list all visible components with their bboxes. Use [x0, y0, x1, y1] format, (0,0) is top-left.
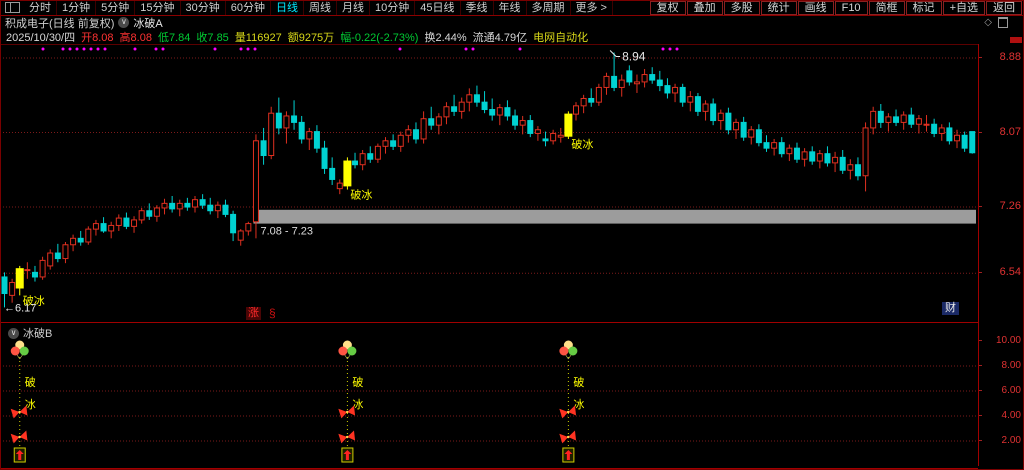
window-split-icon[interactable]	[5, 2, 20, 13]
toolbar-button-3[interactable]: 统计	[760, 0, 797, 15]
menu-item-5[interactable]: 60分钟	[226, 0, 271, 15]
toolbar-button-6[interactable]: 简框	[868, 0, 905, 15]
rise-badge[interactable]: 涨	[246, 307, 261, 320]
chevron-down-icon[interactable]: ∨	[118, 17, 130, 28]
svg-text:←6.17: ←6.17	[4, 302, 36, 314]
svg-text:破冰: 破冰	[350, 188, 372, 202]
menu-item-7[interactable]: 周线	[304, 0, 337, 15]
price-axis-label: 8.88	[999, 51, 1021, 63]
quote-bar: 2025/10/30/四 开8.08 高8.08 低7.84 收7.85 量116927 额…	[0, 30, 978, 44]
menu-item-11[interactable]: 季线	[461, 0, 494, 15]
price-axis: 8.88 8.07 7.26 6.54 10.00 8.00 6.00 4.00 2.00	[978, 44, 1024, 466]
butterfly-icon	[10, 405, 28, 419]
toolbar-button-2[interactable]: 多股	[723, 0, 760, 15]
menu-item-0[interactable]: 分时	[24, 0, 57, 15]
toolbar-button-4[interactable]: 画线	[797, 0, 834, 15]
quote-field-5: 量116927	[234, 32, 282, 44]
indicator-axis-label: 8.00	[1001, 360, 1021, 371]
price-axis-label: 7.26	[999, 200, 1021, 213]
diamond-icon[interactable]: ◇	[984, 17, 992, 28]
menu-item-13[interactable]: 多周期	[527, 0, 571, 15]
balloons-icon	[10, 340, 29, 360]
menu-item-3[interactable]: 15分钟	[135, 0, 181, 15]
balloons-icon	[338, 340, 357, 360]
up-arrow-box-icon	[341, 447, 354, 463]
indicator-axis-label: 2.00	[1001, 435, 1021, 446]
top-menu-bar: 分时 1分钟 5分钟 15分钟 30分钟 60分钟 日线 周线 月线 10分钟 45日线 季线 年线 多周…	[0, 0, 1024, 16]
menu-item-12[interactable]: 年线	[494, 0, 527, 15]
toolbar-button-1[interactable]: 叠加	[686, 0, 723, 15]
svg-text:破: 破	[25, 375, 36, 389]
menu-item-4[interactable]: 30分钟	[181, 0, 226, 15]
toolbar-button-0[interactable]: 复权	[649, 0, 686, 15]
svg-text:冰: 冰	[25, 398, 36, 411]
butterfly-icon	[338, 405, 356, 419]
menu-item-9[interactable]: 10分钟	[370, 0, 416, 15]
up-arrow-box-icon	[562, 447, 575, 463]
up-arrow-box-icon	[13, 447, 26, 463]
balloons-icon	[559, 340, 578, 360]
quote-field-6: 额9275万	[287, 32, 335, 44]
menu-item-6[interactable]: 日线	[271, 0, 304, 15]
butterfly-icon	[559, 405, 577, 419]
toolbar-button-5[interactable]: F10	[834, 0, 868, 15]
svg-text:8.94: 8.94	[622, 49, 646, 63]
chevron-down-icon[interactable]: ∨	[8, 327, 19, 339]
indicator-name[interactable]: 冰破B	[23, 328, 53, 340]
quote-field-2: 高8.08	[119, 32, 152, 44]
svg-text:破冰: 破冰	[23, 293, 45, 307]
period-menu: 分时 1分钟 5分钟 15分钟 30分钟 60分钟 日线 周线 月线 10分钟 45日线 季线 年线 多周…	[24, 0, 613, 15]
toolbar-button-8[interactable]: +自选	[942, 0, 985, 15]
butterfly-icon	[338, 430, 356, 444]
quote-field-7: 幅-0.22(-2.73%)	[340, 32, 419, 44]
price-axis-label: 6.54	[999, 266, 1021, 279]
title-bar: 积成电子(日线 前复权) ∨ 冰破A ◇	[0, 15, 1008, 30]
price-axis-label: 8.07	[999, 125, 1021, 138]
menu-item-14[interactable]: 更多 >	[571, 0, 613, 15]
svg-text:冰: 冰	[352, 398, 363, 411]
quote-field-0: 2025/10/30/四	[6, 32, 76, 44]
quote-field-9: 流通4.79亿	[472, 32, 528, 44]
indicator-header: ∨ 冰破B	[4, 325, 52, 341]
svg-text:破: 破	[573, 375, 584, 389]
toolbar-button-7[interactable]: 标记	[905, 0, 942, 15]
main-indicator-name[interactable]: 冰破A	[133, 17, 163, 30]
indicator-axis-label: 10.00	[995, 335, 1021, 346]
scrollbar-thumb[interactable]	[1010, 37, 1022, 43]
window-restore-icon[interactable]	[998, 17, 1008, 28]
indicator-axis-label: 6.00	[1001, 385, 1021, 396]
toolbar-button-9[interactable]: 返回	[986, 0, 1022, 15]
section-mark[interactable]: §	[269, 306, 276, 320]
indicator-panel[interactable]: ∨ 冰破B 破冰破冰破冰	[0, 322, 978, 469]
quote-field-10: 电网自动化	[533, 32, 589, 44]
menu-item-2[interactable]: 5分钟	[96, 0, 136, 15]
menu-item-1[interactable]: 1分钟	[57, 0, 97, 15]
butterfly-icon	[10, 430, 28, 444]
toolbar-buttons: 复权 叠加 多股 统计 画线 F10 简框 标记 +自选 返回	[649, 0, 1022, 15]
indicator-axis-label: 4.00	[1001, 410, 1021, 421]
svg-text:冰: 冰	[573, 398, 584, 411]
quote-field-1: 开8.08	[81, 32, 114, 44]
svg-text:破冰: 破冰	[571, 137, 593, 151]
svg-text:破: 破	[352, 375, 363, 389]
butterfly-icon	[559, 430, 577, 444]
quote-field-4: 收7.85	[196, 32, 229, 44]
stock-title: 积成电子(日线 前复权)	[5, 17, 115, 30]
quote-field-3: 低7.84	[157, 32, 191, 44]
main-chart-panel[interactable]: 7.08 - 7.23 破冰 破冰 破冰 ←6.17 8.94 涨 § 财	[0, 44, 978, 323]
finance-button[interactable]: 财	[942, 302, 959, 315]
quote-field-8: 换2.44%	[424, 32, 467, 44]
menu-item-8[interactable]: 月线	[337, 0, 370, 15]
menu-item-10[interactable]: 45日线	[415, 0, 461, 15]
svg-text:7.08 - 7.23: 7.08 - 7.23	[260, 226, 313, 238]
